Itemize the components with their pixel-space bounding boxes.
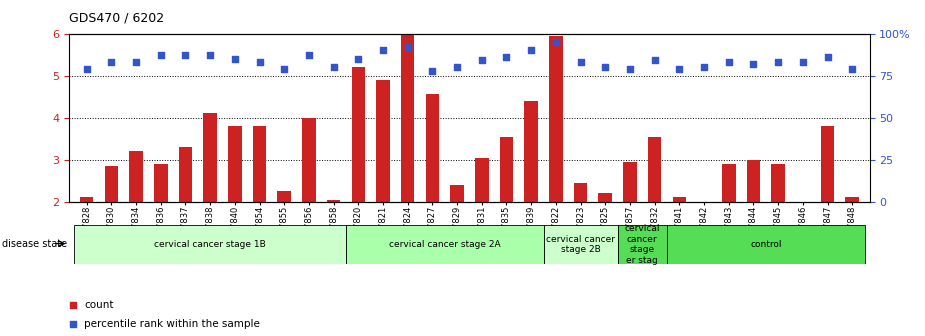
Point [327, 65, 341, 70]
Point [746, 61, 761, 67]
Point [277, 66, 291, 72]
Bar [278, 191, 291, 202]
Bar [544, 225, 618, 264]
Bar [253, 126, 266, 202]
Bar [228, 126, 241, 202]
Bar [549, 36, 562, 202]
Bar [105, 166, 118, 202]
Point [598, 65, 612, 70]
Point [129, 59, 143, 65]
Point [549, 39, 563, 45]
Point [450, 65, 464, 70]
Bar [623, 162, 636, 202]
Point [524, 48, 538, 53]
Point [302, 53, 316, 58]
Bar [204, 114, 217, 202]
Text: percentile rank within the sample: percentile rank within the sample [84, 319, 260, 329]
Bar [722, 164, 735, 202]
Point [475, 58, 489, 63]
Point [425, 68, 439, 73]
Point [845, 66, 859, 72]
Point [280, 200, 295, 206]
Text: disease state: disease state [2, 239, 67, 249]
Text: GDS470 / 6202: GDS470 / 6202 [69, 12, 165, 25]
Bar [74, 225, 346, 264]
Bar [475, 158, 488, 202]
Bar [352, 67, 365, 202]
Bar [618, 225, 667, 264]
Point [376, 48, 390, 53]
Text: cervical cancer stage 1B: cervical cancer stage 1B [154, 240, 266, 249]
Bar [376, 80, 389, 202]
Bar [401, 34, 414, 202]
Point [401, 44, 415, 50]
Bar [346, 225, 544, 264]
Bar [130, 151, 142, 202]
Point [771, 59, 785, 65]
Point [104, 59, 118, 65]
Bar [154, 164, 167, 202]
Point [178, 53, 192, 58]
Point [203, 53, 217, 58]
Point [697, 65, 711, 70]
Point [648, 58, 662, 63]
Point [253, 59, 267, 65]
Point [623, 66, 637, 72]
Bar [302, 118, 315, 202]
Bar [450, 185, 463, 202]
Bar [598, 193, 612, 202]
Bar [179, 147, 192, 202]
Bar [672, 197, 686, 202]
Text: cervical cancer stage 2A: cervical cancer stage 2A [388, 240, 500, 249]
Point [154, 53, 168, 58]
Text: control: control [750, 240, 782, 249]
Bar [500, 136, 513, 202]
Point [280, 26, 295, 31]
Text: cervical cancer
stage 2B: cervical cancer stage 2B [546, 235, 615, 254]
Bar [746, 160, 760, 202]
Point [80, 66, 94, 72]
Point [820, 54, 835, 60]
Point [351, 56, 365, 61]
Bar [80, 197, 93, 202]
Bar [648, 136, 661, 202]
Bar [327, 200, 340, 202]
Bar [771, 164, 785, 202]
Bar [426, 94, 439, 202]
Bar [820, 126, 834, 202]
Point [574, 59, 588, 65]
Text: cervical
cancer
stage
er stag: cervical cancer stage er stag [624, 224, 660, 264]
Point [722, 59, 736, 65]
Bar [845, 197, 859, 202]
Point [228, 56, 242, 61]
Text: count: count [84, 300, 114, 309]
Point [500, 54, 514, 60]
Bar [574, 183, 587, 202]
Bar [667, 225, 865, 264]
Bar [524, 101, 538, 202]
Point [796, 59, 810, 65]
Point [672, 66, 686, 72]
